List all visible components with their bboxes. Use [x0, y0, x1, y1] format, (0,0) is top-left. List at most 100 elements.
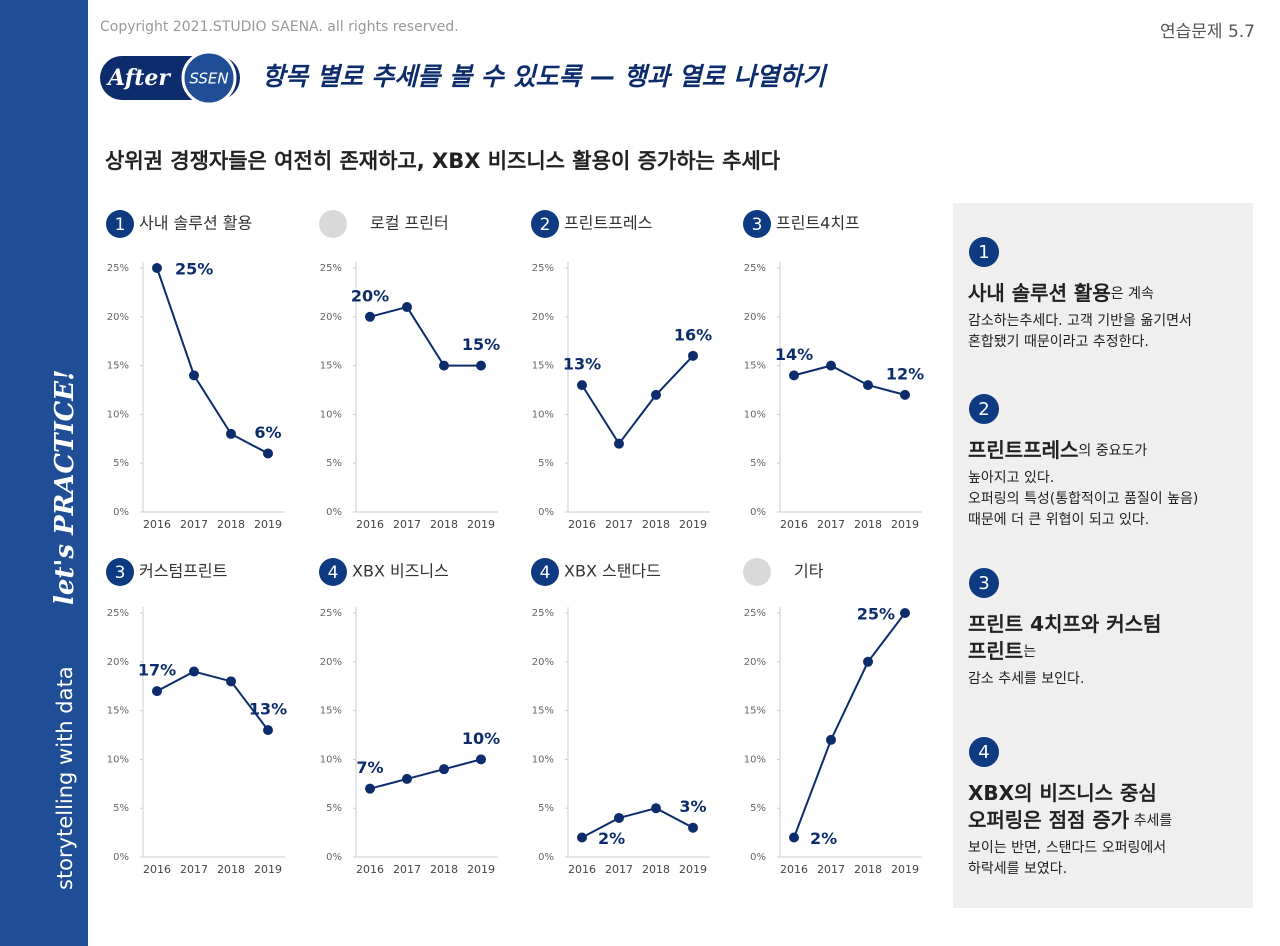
value-label: 25%: [175, 260, 213, 279]
chart-badge-number: 3: [752, 215, 763, 235]
note-text: 오퍼링의 특성(통합적이고 품질이 높음): [968, 491, 1198, 507]
y-tick-label: 15%: [744, 706, 766, 717]
note-emphasis: 프린트 4치프와 커스텀: [968, 612, 1161, 636]
y-tick-label: 25%: [744, 608, 766, 619]
chart-badge: [743, 210, 771, 238]
data-point: [863, 380, 873, 391]
x-tick-label: 2019: [679, 518, 707, 531]
x-tick-label: 2018: [642, 863, 670, 876]
trend-line: [156, 267, 269, 455]
y-tick-label: 15%: [532, 706, 554, 717]
y-tick-label: 0%: [113, 507, 129, 518]
ssen-label: SSEN: [189, 70, 228, 88]
chart-title: 기타: [794, 562, 824, 581]
y-tick-label: 20%: [320, 657, 342, 668]
x-tick-label: 2016: [568, 518, 596, 531]
chart-title: 프린트4치프: [776, 214, 860, 233]
data-point: [226, 428, 236, 439]
x-tick-label: 2018: [217, 863, 245, 876]
value-label: 7%: [356, 758, 383, 777]
data-point: [614, 438, 624, 449]
y-tick-label: 25%: [320, 608, 342, 619]
chart-title: XBX 스탠다드: [564, 562, 661, 581]
y-tick-label: 5%: [538, 803, 554, 814]
data-point: [577, 832, 587, 843]
data-point: [651, 389, 661, 400]
notes-panel: [953, 203, 1253, 908]
x-tick-label: 2017: [817, 518, 845, 531]
note-line: 감소 추세를 보인다.: [968, 671, 1084, 687]
data-point: [152, 263, 162, 273]
y-tick-label: 15%: [320, 361, 342, 372]
y-tick-label: 5%: [326, 803, 342, 814]
note-text: 의 중요도가: [1078, 443, 1147, 459]
data-point: [900, 389, 910, 400]
note-number: 4: [978, 742, 989, 763]
value-label: 3%: [679, 797, 706, 816]
y-tick-label: 20%: [107, 312, 129, 323]
x-tick-label: 2016: [780, 863, 808, 876]
y-tick-label: 10%: [107, 409, 129, 420]
data-point: [826, 734, 836, 745]
note-badge: [969, 737, 999, 767]
note-emphasis: 사내 솔루션 활용: [968, 281, 1111, 305]
trend-line: [581, 807, 694, 839]
chart-badge-number: 4: [540, 563, 551, 583]
note-text: 하락세를 보였다.: [968, 861, 1067, 877]
x-tick-label: 2019: [254, 518, 282, 531]
x-tick-label: 2019: [679, 863, 707, 876]
trend-line: [581, 355, 694, 446]
x-tick-label: 2018: [430, 863, 458, 876]
chart-badge: [106, 558, 134, 586]
trend-line: [369, 305, 481, 367]
note-number: 2: [978, 399, 989, 420]
data-point: [152, 686, 162, 697]
note-badge: [969, 568, 999, 598]
chart-title: 커스텀프린트: [139, 562, 227, 581]
note-line: 보이는 반면, 스탠다드 오퍼링에서: [968, 840, 1166, 856]
sidebar-tagline: let's PRACTICE!: [50, 369, 80, 605]
data-point: [476, 360, 486, 371]
data-point: [577, 380, 587, 391]
note-text: 높아지고 있다.: [968, 470, 1054, 486]
exercise-number: 연습문제 5.7: [1160, 22, 1255, 42]
y-tick-label: 5%: [326, 458, 342, 469]
chart-badge: [531, 558, 559, 586]
data-point: [900, 608, 910, 618]
x-tick-label: 2018: [217, 518, 245, 531]
y-tick-label: 25%: [320, 263, 342, 274]
note-text: 혼합됐기 때문이라고 추정한다.: [968, 334, 1149, 350]
note-text: 은 계속: [1111, 286, 1154, 302]
note-text: 감소하는추세다. 고객 기반을 옮기면서: [968, 313, 1192, 329]
value-label: 2%: [810, 829, 837, 848]
trend-line: [793, 364, 906, 396]
note-line: XBX의 비즈니스 중심: [968, 781, 1157, 805]
data-point: [189, 370, 199, 381]
y-tick-label: 15%: [532, 361, 554, 372]
y-tick-label: 20%: [532, 312, 554, 323]
y-tick-label: 0%: [326, 852, 342, 863]
x-tick-label: 2018: [642, 518, 670, 531]
data-point: [226, 676, 236, 687]
note-line: 감소하는추세다. 고객 기반을 옮기면서: [968, 313, 1192, 329]
y-tick-label: 25%: [107, 263, 129, 274]
chart-badge: [319, 558, 347, 586]
data-point: [688, 350, 698, 361]
y-tick-label: 5%: [750, 458, 766, 469]
x-tick-label: 2017: [817, 863, 845, 876]
data-point: [402, 302, 412, 313]
y-tick-label: 0%: [113, 852, 129, 863]
note-line: 프린트프레스의 중요도가: [968, 438, 1147, 462]
y-tick-label: 10%: [532, 754, 554, 765]
y-tick-label: 0%: [326, 507, 342, 518]
note-text: 때문에 더 큰 위협이 되고 있다.: [968, 512, 1149, 528]
data-point: [263, 448, 273, 459]
note-emphasis: 프린트프레스: [968, 438, 1078, 462]
note-line: 높아지고 있다.: [968, 470, 1054, 486]
chart-badge: [531, 210, 559, 238]
y-tick-label: 0%: [538, 507, 554, 518]
x-tick-label: 2016: [356, 518, 384, 531]
y-tick-label: 5%: [113, 803, 129, 814]
y-tick-label: 5%: [113, 458, 129, 469]
